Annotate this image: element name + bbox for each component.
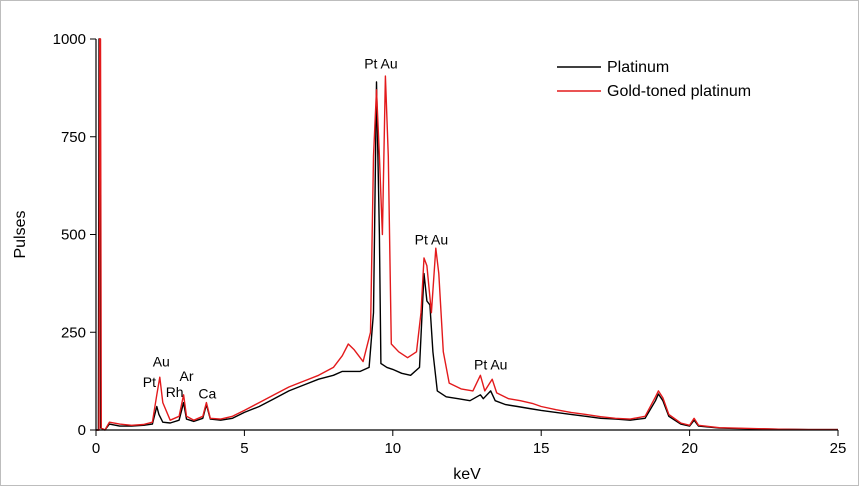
x-tick-label: 0 (92, 440, 100, 457)
x-tick-label: 20 (681, 440, 698, 457)
series-line-platinum (96, 38, 838, 431)
x-tick-label: 25 (830, 440, 847, 457)
legend: Platinum Gold-toned platinum (557, 59, 751, 100)
peak-label: Pt (143, 374, 156, 390)
legend-label: Gold-toned platinum (607, 83, 751, 100)
peak-label: Pt Au (415, 231, 448, 247)
series-line-gold-toned-platinum (96, 38, 838, 431)
peak-label: Ar (180, 368, 194, 384)
y-tick-label: 250 (61, 324, 86, 341)
peak-label: Au (153, 354, 170, 370)
y-tick-label: 0 (78, 422, 86, 439)
y-tick-label: 1000 (53, 31, 86, 48)
peak-label: Rh (166, 384, 184, 400)
y-axis-title: Pulses (12, 210, 29, 258)
x-tick-label: 10 (384, 440, 401, 457)
peak-label: Pt Au (474, 356, 507, 372)
y-tick-label: 750 (61, 129, 86, 146)
y-tick-label: 500 (61, 227, 86, 244)
peak-label: Pt Au (364, 55, 397, 71)
peak-label: Ca (198, 386, 216, 402)
plot-area (96, 38, 838, 431)
legend-label: Platinum (607, 59, 669, 76)
x-tick-label: 15 (533, 440, 550, 457)
x-axis-title: keV (453, 466, 481, 483)
x-tick-label: 5 (240, 440, 248, 457)
